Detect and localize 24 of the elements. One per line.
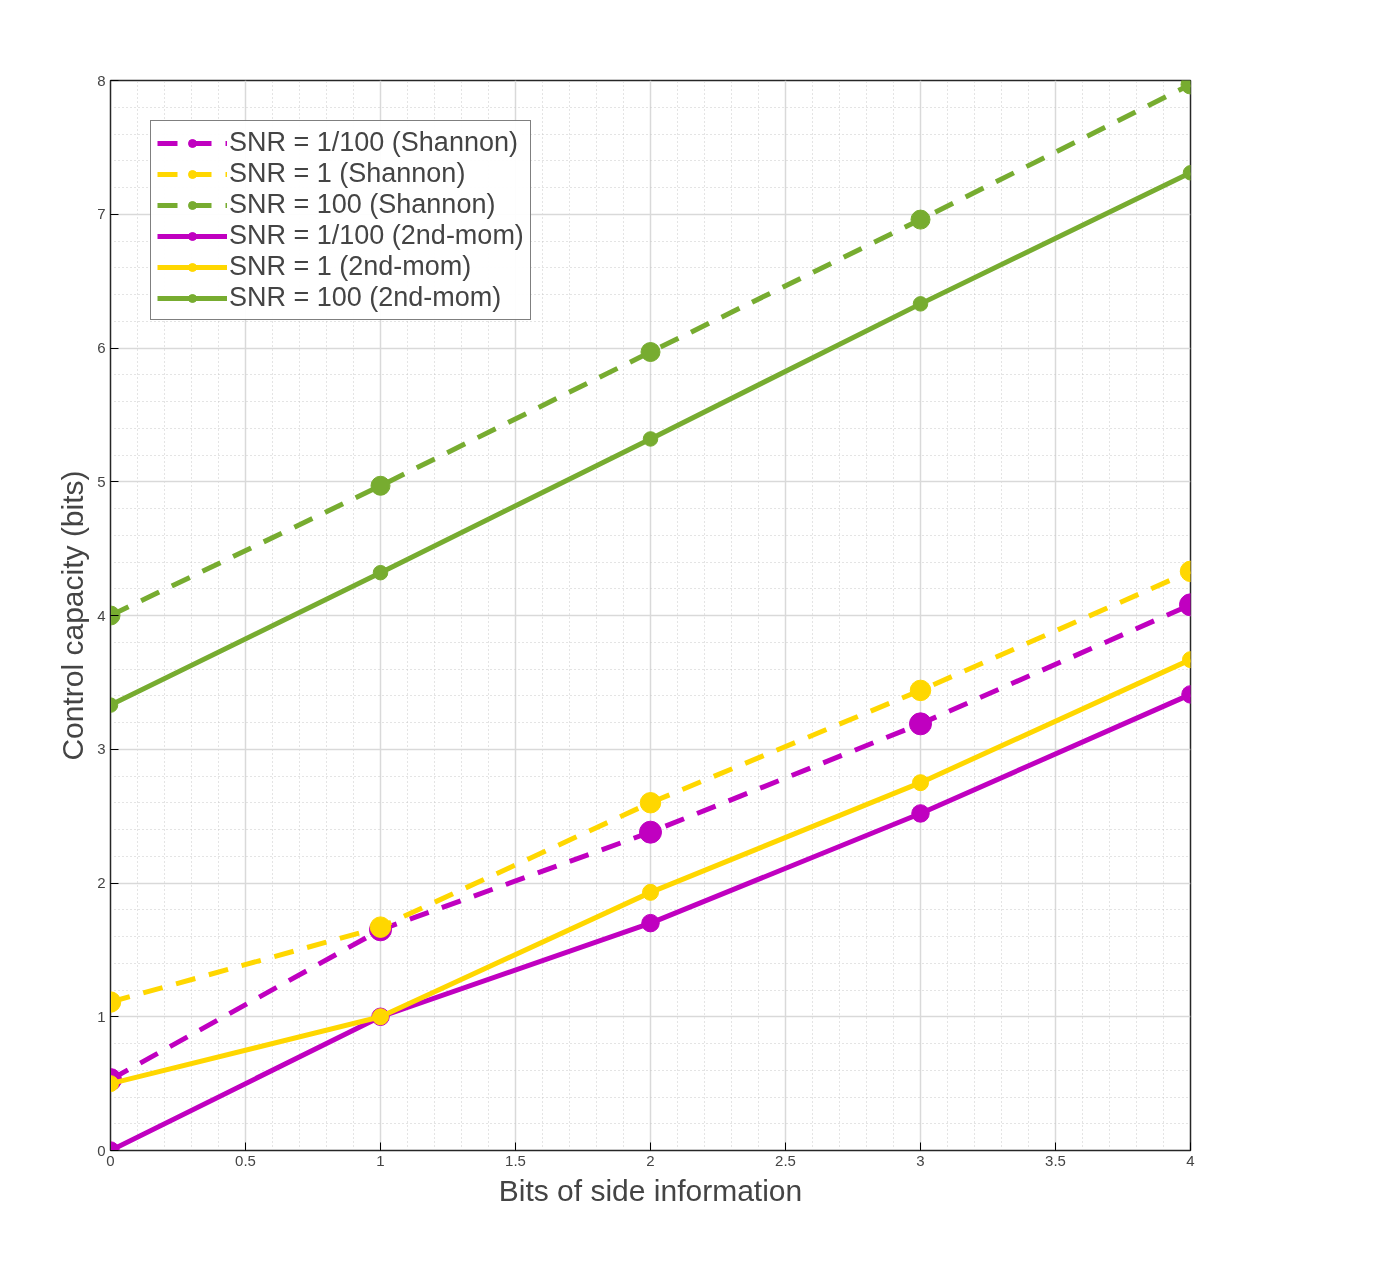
legend-label: SNR = 1/100 (2nd-mom) [229,220,524,251]
x-tick-label: 0.5 [235,1151,256,1169]
y-tick-label: 1 [97,1007,106,1025]
x-tick-label: 1 [376,1151,385,1169]
x-tick-label: 2.5 [775,1151,796,1169]
legend-label: SNR = 100 (Shannon) [229,189,496,220]
legend-label: SNR = 100 (2nd-mom) [229,282,502,313]
legend-label: SNR = 1 (Shannon) [229,158,466,189]
y-tick-label: 8 [97,71,106,89]
y-tick-label: 7 [97,205,106,223]
x-tick-label: 2 [646,1151,655,1169]
y-tick-label: 4 [97,606,106,624]
legend-label: SNR = 1 (2nd-mom) [229,251,472,282]
x-tick-label: 3 [916,1151,925,1169]
y-tick-label: 3 [97,740,106,758]
y-tick-label: 5 [97,472,106,490]
y-axis-title: Control capacity (bits) [56,470,90,761]
x-tick-label: 3.5 [1045,1151,1066,1169]
y-tick-label: 2 [97,874,106,891]
legend-label: SNR = 1/100 (Shannon) [229,127,518,158]
y-tick-label: 6 [97,339,106,356]
x-axis-title: Bits of side information [498,1173,803,1207]
x-tick-label: 1.5 [505,1151,526,1169]
x-tick-label: 4 [1186,1151,1195,1169]
